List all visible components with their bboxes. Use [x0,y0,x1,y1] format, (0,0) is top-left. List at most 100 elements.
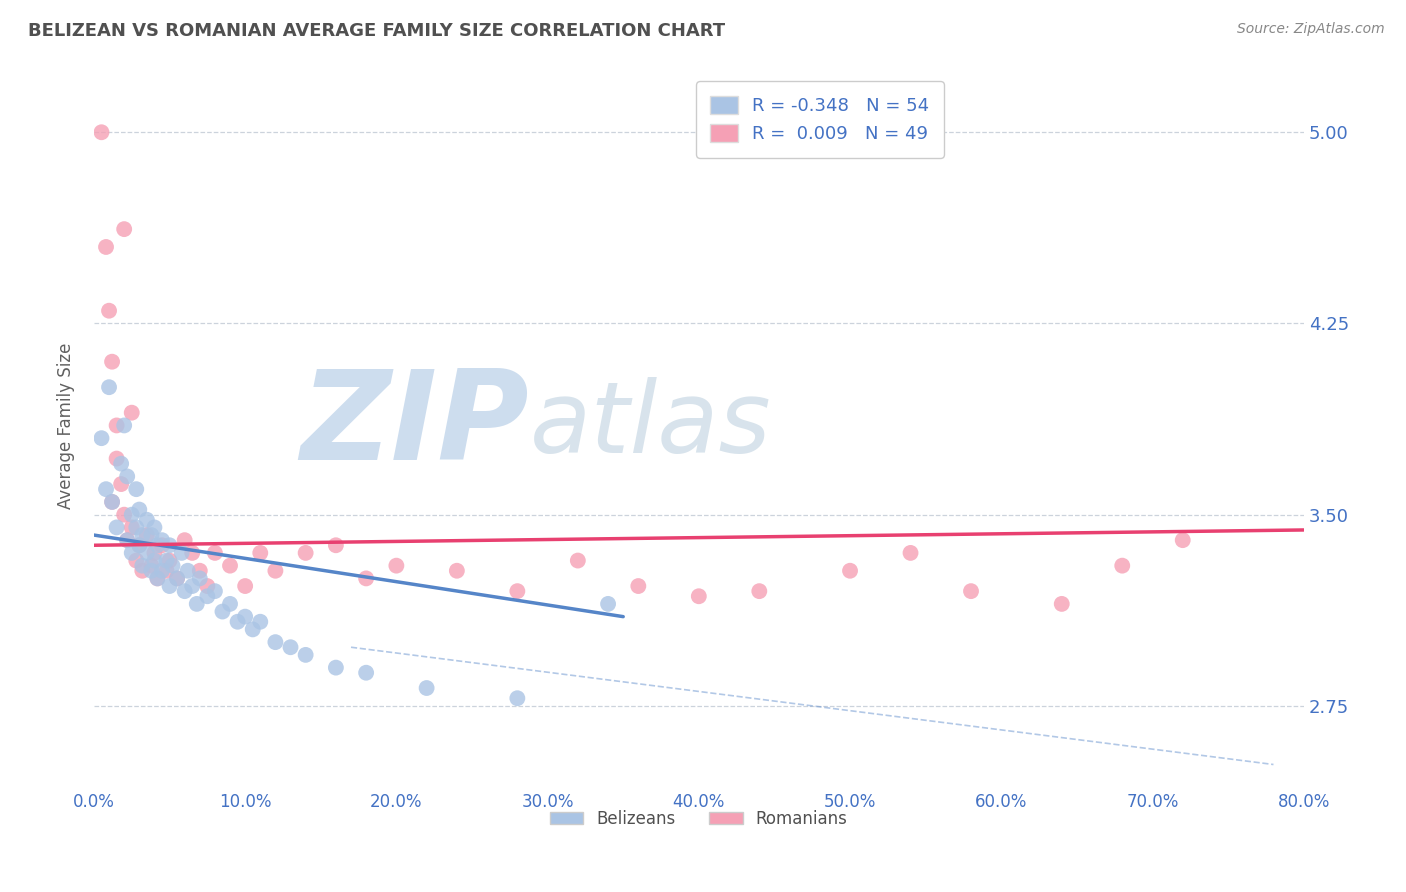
Point [233,609,256,624]
Point [115,533,138,548]
Point [688,589,710,603]
Point [506,584,529,599]
Point [135,528,157,542]
Point [125,520,148,534]
Point [131,558,153,573]
Point [135,546,157,560]
Point [155,553,177,567]
Text: atlas: atlas [530,377,770,474]
Point [94,240,117,254]
Point [354,665,377,680]
Point [146,571,169,585]
Point [1111,558,1133,573]
Legend: Belizeans, Romanians: Belizeans, Romanians [543,804,855,835]
Point [143,546,166,560]
Point [98,380,121,394]
Point [627,579,650,593]
Point [264,635,287,649]
Point [249,615,271,629]
Point [159,553,181,567]
Point [105,451,128,466]
Point [249,546,271,560]
Point [90,125,112,139]
Point [839,564,862,578]
Point [294,648,316,662]
Point [1171,533,1194,548]
Point [112,418,135,433]
Point [121,406,143,420]
Point [162,558,184,573]
Point [150,538,173,552]
Point [900,546,922,560]
Point [242,623,264,637]
Point [176,564,198,578]
Point [181,546,204,560]
Point [186,597,208,611]
Point [135,513,157,527]
Point [567,553,589,567]
Point [195,589,218,603]
Point [354,571,377,585]
Point [294,546,316,560]
Y-axis label: Average Family Size: Average Family Size [58,343,75,508]
Point [115,533,138,548]
Text: BELIZEAN VS ROMANIAN AVERAGE FAMILY SIZE CORRELATION CHART: BELIZEAN VS ROMANIAN AVERAGE FAMILY SIZE… [28,22,725,40]
Point [141,558,163,573]
Point [219,597,242,611]
Point [105,418,128,433]
Text: ZIP: ZIP [301,365,530,486]
Point [121,546,143,560]
Point [112,508,135,522]
Point [150,533,173,548]
Point [204,584,226,599]
Point [128,502,150,516]
Point [128,538,150,552]
Point [90,431,112,445]
Point [233,579,256,593]
Point [960,584,983,599]
Point [325,538,347,552]
Point [141,564,163,578]
Point [173,533,195,548]
Point [446,564,468,578]
Point [219,558,242,573]
Point [98,303,121,318]
Point [146,538,169,552]
Point [385,558,408,573]
Point [115,469,138,483]
Point [143,553,166,567]
Point [204,546,226,560]
Point [101,354,124,368]
Point [155,564,177,578]
Point [125,482,148,496]
Point [105,520,128,534]
Point [188,571,211,585]
Point [748,584,770,599]
Point [181,579,204,593]
Point [159,579,181,593]
Point [112,222,135,236]
Point [110,477,132,491]
Point [1050,597,1073,611]
Point [94,482,117,496]
Point [121,520,143,534]
Point [131,564,153,578]
Point [101,495,124,509]
Point [280,640,302,655]
Point [121,508,143,522]
Point [415,681,437,695]
Point [143,520,166,534]
Point [125,553,148,567]
Point [188,564,211,578]
Point [150,564,173,578]
Point [170,546,193,560]
Point [325,660,347,674]
Point [596,597,619,611]
Point [173,584,195,599]
Point [166,571,188,585]
Point [101,495,124,509]
Point [226,615,249,629]
Point [166,571,188,585]
Point [264,564,287,578]
Point [131,528,153,542]
